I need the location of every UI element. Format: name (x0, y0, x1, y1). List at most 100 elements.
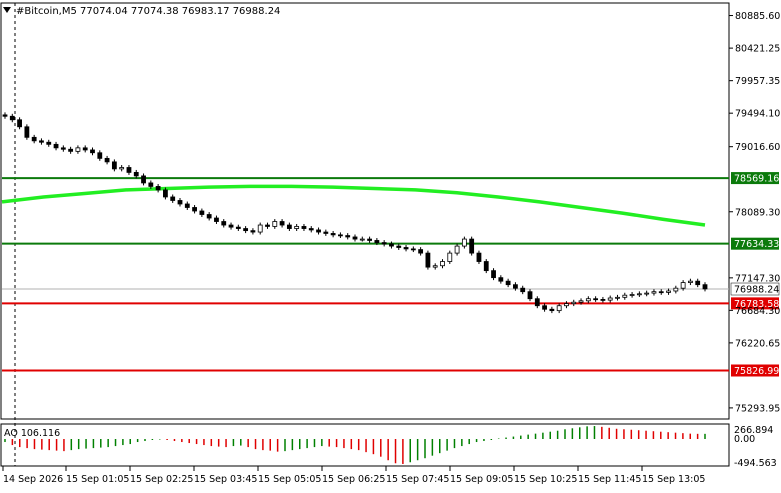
candle (39, 140, 44, 143)
price-tick-label: 75293.95 (735, 403, 780, 414)
candle (250, 230, 256, 233)
ao-label: AO 106.116 (4, 428, 60, 439)
candle (585, 298, 591, 302)
candle (97, 152, 103, 159)
candle (330, 233, 336, 236)
time-tick-label: 15 Sep 10:25 (514, 474, 577, 485)
candle (75, 147, 81, 152)
candle (90, 149, 95, 154)
candle (228, 224, 234, 228)
time-tick-label: 15 Sep 06:25 (322, 474, 385, 485)
time-tick-label: 15 Sep 03:45 (194, 474, 257, 485)
time-tick-label: 15 Sep 01:05 (66, 474, 129, 485)
candle (651, 291, 657, 294)
candle (607, 297, 613, 301)
current-price-label: 76988.24 (734, 285, 779, 296)
candle (476, 252, 482, 262)
moving-average-line[interactable] (1, 184, 706, 227)
candle (498, 277, 504, 282)
candle (24, 126, 30, 138)
time-tick-label: 15 Sep 02:25 (130, 474, 193, 485)
candle (104, 157, 110, 163)
candle (702, 284, 708, 290)
price-tick-label: 77147.30 (735, 273, 780, 284)
candle (629, 294, 635, 296)
candle (461, 238, 467, 247)
price-tick-label: 80885.60 (735, 11, 780, 22)
candle (389, 243, 394, 247)
candle (9, 115, 15, 121)
candle (119, 167, 125, 170)
candle (177, 200, 183, 205)
candle (527, 291, 533, 300)
candle (666, 290, 671, 293)
price-tick-label: 76684.30 (735, 306, 780, 317)
candle (367, 238, 372, 241)
candle (192, 207, 197, 212)
candle (644, 292, 650, 295)
time-tick-label: 15 Sep 05:05 (258, 474, 321, 485)
candle (520, 287, 526, 293)
candle (46, 141, 52, 145)
candle (440, 261, 445, 267)
level-price-tag (731, 364, 779, 377)
candle (359, 238, 365, 241)
candle (206, 214, 212, 219)
candle (491, 270, 496, 279)
candle (301, 226, 307, 229)
candle (279, 221, 285, 226)
time-tick-label: 15 Sep 13:05 (642, 474, 705, 485)
triangle-down-icon[interactable] (3, 7, 11, 13)
candle (578, 300, 584, 303)
candle (345, 235, 351, 238)
price-tick-label: 78089.30 (735, 207, 780, 218)
candle (447, 252, 453, 262)
candle (294, 226, 300, 229)
candle (483, 261, 489, 272)
candle (556, 305, 562, 312)
candle (432, 265, 438, 268)
candle (265, 224, 270, 227)
time-tick-label: 15 Sep 11:45 (578, 474, 641, 485)
level-price-tag (731, 297, 779, 310)
candle (323, 231, 329, 234)
candle (31, 136, 37, 142)
candle (126, 167, 132, 173)
candle (53, 143, 59, 149)
candle (68, 148, 74, 152)
level-price-label: 77634.33 (734, 239, 779, 250)
current-price-tag (730, 282, 780, 296)
candle (184, 203, 190, 208)
ao-tick-bottom: -494.563 (734, 458, 777, 469)
candle (374, 240, 380, 243)
candle (396, 245, 402, 248)
ao-pane[interactable] (0, 423, 730, 467)
candle (82, 147, 88, 151)
candle (155, 186, 161, 191)
candle (454, 245, 460, 254)
price-tick-label: 79016.60 (735, 142, 780, 153)
candle (571, 301, 577, 305)
candle (636, 293, 642, 296)
candle (316, 229, 321, 233)
candle (352, 236, 358, 240)
candle (111, 161, 117, 170)
window-title: #Bitcoin,M5 77074.04 77074.38 76983.17 7… (16, 6, 280, 17)
candle (542, 305, 547, 310)
candle (170, 196, 176, 201)
candle (534, 298, 540, 307)
candle (425, 252, 431, 268)
candle (505, 280, 511, 286)
candle (410, 248, 416, 251)
candle (272, 221, 278, 227)
ao-tick-zero: 0.00 (734, 434, 755, 445)
candle (615, 296, 620, 299)
candle (622, 294, 628, 298)
candle (418, 249, 424, 254)
level-price-tag (731, 237, 779, 250)
level-price-label: 76783.58 (734, 299, 779, 310)
candle (286, 224, 292, 229)
candle (600, 299, 606, 301)
